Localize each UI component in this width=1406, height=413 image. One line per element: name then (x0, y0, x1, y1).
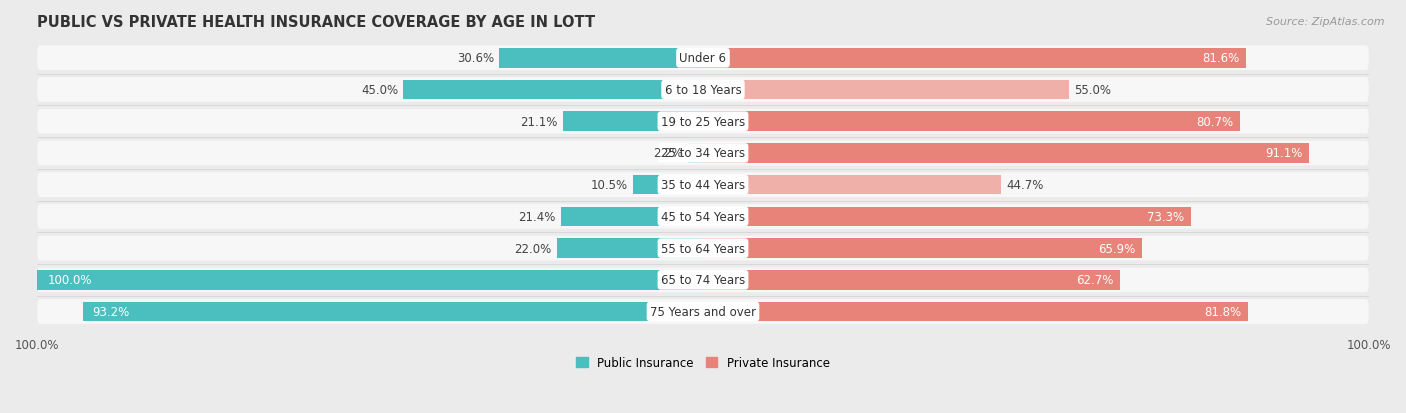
Text: 55 to 64 Years: 55 to 64 Years (661, 242, 745, 255)
Text: 21.4%: 21.4% (517, 210, 555, 223)
Text: 10.5%: 10.5% (591, 179, 627, 192)
Text: Source: ZipAtlas.com: Source: ZipAtlas.com (1267, 17, 1385, 26)
Bar (703, 81, 1069, 100)
Text: 55.0%: 55.0% (1074, 84, 1112, 97)
Text: 81.8%: 81.8% (1204, 305, 1241, 318)
Bar (499, 49, 703, 69)
Text: PUBLIC VS PRIVATE HEALTH INSURANCE COVERAGE BY AGE IN LOTT: PUBLIC VS PRIVATE HEALTH INSURANCE COVER… (37, 15, 595, 30)
Bar (703, 207, 1191, 227)
Text: 44.7%: 44.7% (1005, 179, 1043, 192)
Text: 2.2%: 2.2% (654, 147, 683, 160)
Bar (703, 176, 1001, 195)
Bar (703, 49, 1246, 69)
Bar (83, 302, 703, 322)
Bar (689, 144, 703, 164)
Text: 22.0%: 22.0% (515, 242, 551, 255)
FancyBboxPatch shape (37, 46, 1369, 71)
Text: 6 to 18 Years: 6 to 18 Years (665, 84, 741, 97)
FancyBboxPatch shape (37, 78, 1369, 102)
Text: 35 to 44 Years: 35 to 44 Years (661, 179, 745, 192)
Bar (557, 239, 703, 258)
Text: 91.1%: 91.1% (1265, 147, 1303, 160)
FancyBboxPatch shape (37, 173, 1369, 197)
Text: 25 to 34 Years: 25 to 34 Years (661, 147, 745, 160)
Text: 65.9%: 65.9% (1098, 242, 1135, 255)
Text: 30.6%: 30.6% (457, 52, 494, 65)
FancyBboxPatch shape (37, 268, 1369, 292)
FancyBboxPatch shape (37, 204, 1369, 229)
Text: 93.2%: 93.2% (93, 305, 129, 318)
Text: 80.7%: 80.7% (1197, 115, 1233, 128)
Bar (562, 112, 703, 132)
Text: Under 6: Under 6 (679, 52, 727, 65)
Text: 19 to 25 Years: 19 to 25 Years (661, 115, 745, 128)
Text: 45 to 54 Years: 45 to 54 Years (661, 210, 745, 223)
FancyBboxPatch shape (37, 236, 1369, 261)
Bar (633, 176, 703, 195)
FancyBboxPatch shape (37, 299, 1369, 324)
Text: 45.0%: 45.0% (361, 84, 398, 97)
Bar (703, 144, 1309, 164)
Bar (703, 112, 1240, 132)
Text: 62.7%: 62.7% (1077, 274, 1114, 287)
Text: 65 to 74 Years: 65 to 74 Years (661, 274, 745, 287)
Bar (703, 302, 1247, 322)
Bar (404, 81, 703, 100)
Bar (561, 207, 703, 227)
Bar (703, 271, 1121, 290)
FancyBboxPatch shape (37, 141, 1369, 166)
Text: 81.6%: 81.6% (1202, 52, 1240, 65)
Text: 73.3%: 73.3% (1147, 210, 1184, 223)
Legend: Public Insurance, Private Insurance: Public Insurance, Private Insurance (571, 351, 835, 374)
Text: 21.1%: 21.1% (520, 115, 557, 128)
Bar (37, 271, 703, 290)
FancyBboxPatch shape (37, 109, 1369, 134)
Bar (703, 239, 1142, 258)
Text: 100.0%: 100.0% (48, 274, 91, 287)
Text: 75 Years and over: 75 Years and over (650, 305, 756, 318)
